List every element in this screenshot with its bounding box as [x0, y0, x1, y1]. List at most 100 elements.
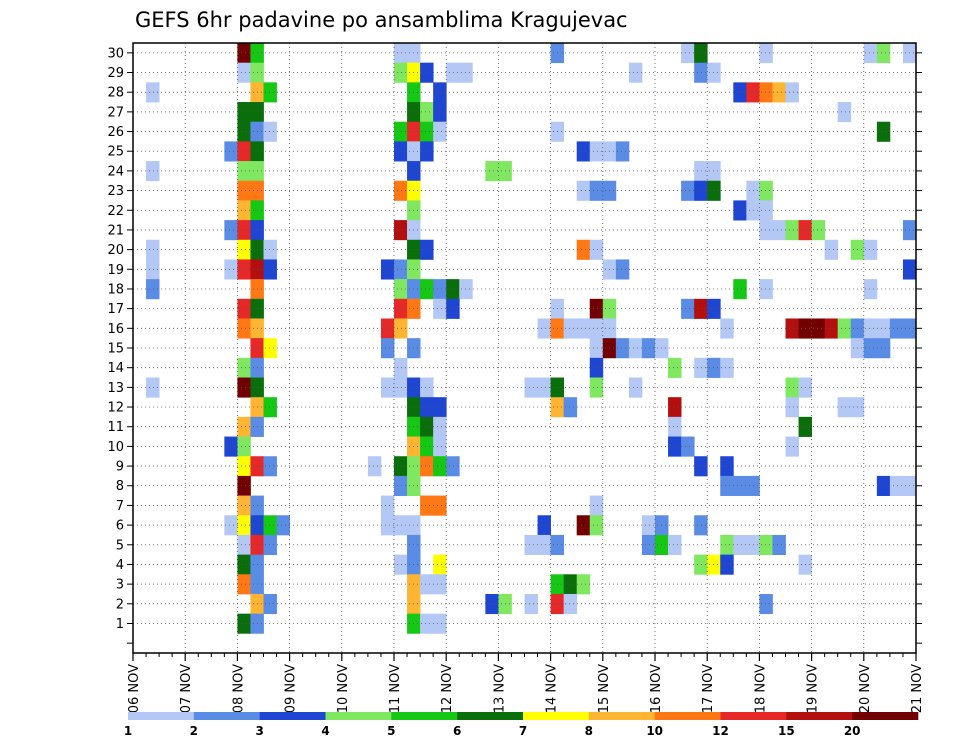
y-tick-label: 17 [107, 302, 124, 317]
y-tick-label: 13 [107, 381, 124, 396]
heatmap-cell [537, 515, 551, 536]
heatmap-cell [394, 357, 408, 378]
legend-label: 12 [712, 724, 729, 738]
y-tick-label: 25 [107, 145, 124, 160]
y-tick-label: 21 [107, 223, 124, 238]
y-tick-label: 19 [107, 263, 124, 278]
heatmap-cell [394, 515, 408, 536]
legend-label: 5 [387, 724, 395, 738]
heatmap-cell [563, 593, 578, 615]
heatmap-cell [694, 43, 708, 64]
heatmap-cell [146, 82, 160, 103]
heatmap-cell [485, 161, 499, 182]
legend-swatch [588, 712, 655, 720]
heatmap-cell [641, 338, 656, 359]
heatmap-cell [420, 102, 434, 123]
heatmap-cell [394, 62, 408, 83]
heatmap-cell [380, 338, 395, 359]
heatmap-cell [694, 515, 708, 536]
y-tick-label: 26 [107, 125, 124, 140]
heatmap-cell [889, 475, 904, 496]
heatmap-cell [237, 534, 251, 556]
heatmap-cell [146, 259, 160, 280]
heatmap-cell [876, 318, 891, 339]
heatmap-cell [420, 279, 434, 300]
x-tick-label: 10 NOV [336, 664, 351, 713]
heatmap-cell [720, 554, 734, 575]
heatmap-cell [433, 554, 447, 575]
heatmap-cell [263, 121, 277, 142]
heatmap-cell [237, 220, 251, 241]
heatmap-cell [394, 43, 408, 64]
heatmap-cell [420, 62, 434, 83]
y-tick-label: 24 [107, 164, 124, 179]
heatmap-cell [615, 338, 630, 359]
heatmap-cell [420, 239, 434, 260]
heatmap-cell [537, 377, 551, 398]
heatmap-cell [837, 318, 852, 339]
heatmap-cell [263, 259, 277, 280]
heatmap-cell [785, 397, 799, 418]
heatmap-cell [785, 220, 799, 241]
heatmap-cell [237, 121, 251, 142]
y-tick-label: 8 [116, 479, 124, 494]
y-tick-label: 10 [107, 440, 124, 455]
heatmap-cell [420, 121, 434, 142]
heatmap-cell [420, 141, 434, 162]
heatmap-cell [237, 102, 251, 123]
heatmap-cell [394, 141, 408, 162]
heatmap-cell [433, 416, 447, 437]
legend-swatch [654, 712, 721, 720]
heatmap-cell [420, 416, 434, 437]
heatmap-cell [681, 298, 695, 319]
heatmap-cell [380, 495, 395, 516]
heatmap-cell [772, 82, 786, 103]
y-tick-label: 30 [107, 46, 124, 61]
heatmap-cell [733, 475, 747, 496]
heatmap-cell [576, 141, 591, 162]
heatmap-cell [394, 456, 408, 477]
heatmap-cell [576, 180, 591, 201]
x-tick-label: 16 NOV [649, 664, 664, 713]
heatmap-cell [733, 82, 747, 103]
heatmap-cell [433, 495, 447, 516]
heatmap-cell [668, 357, 682, 378]
legend-label: 6 [453, 724, 461, 738]
heatmap-cell [263, 534, 277, 556]
heatmap-cell [394, 121, 408, 142]
heatmap-cell [863, 279, 878, 300]
heatmap-cell [224, 436, 238, 457]
heatmap-cell [237, 239, 251, 260]
heatmap-cell [224, 515, 238, 536]
y-tick-label: 9 [116, 460, 124, 475]
heatmap-cell [876, 121, 891, 142]
heatmap-cell [876, 43, 891, 64]
x-tick-label: 15 NOV [597, 664, 612, 713]
heatmap-cell [224, 220, 238, 241]
heatmap-cell [576, 318, 591, 339]
heatmap-cell [681, 180, 695, 201]
heatmap-cell [367, 456, 382, 477]
heatmap-cell [720, 318, 734, 339]
heatmap-cell [237, 574, 251, 595]
heatmap-cell [694, 357, 708, 378]
heatmap-cell [759, 534, 773, 556]
heatmap-cell [237, 357, 251, 378]
legend-swatch [259, 712, 326, 720]
heatmap-cell [237, 377, 251, 398]
legend-label: 20 [844, 724, 861, 738]
y-axis-ticks: 1234567891011121314151617181920212223242… [107, 46, 922, 644]
heatmap-cell [681, 43, 695, 64]
heatmap-cell [433, 298, 447, 319]
heatmap-cell [563, 397, 578, 418]
legend-label: 15 [778, 724, 795, 738]
heatmap-cell [589, 515, 604, 536]
heatmap-cell [237, 475, 251, 496]
heatmap-cell [276, 515, 290, 536]
heatmap-cell [433, 436, 447, 457]
heatmap-cell [263, 456, 277, 477]
heatmap-cell [876, 338, 891, 359]
heatmap-cell [759, 180, 773, 201]
heatmap-cell [433, 456, 447, 477]
